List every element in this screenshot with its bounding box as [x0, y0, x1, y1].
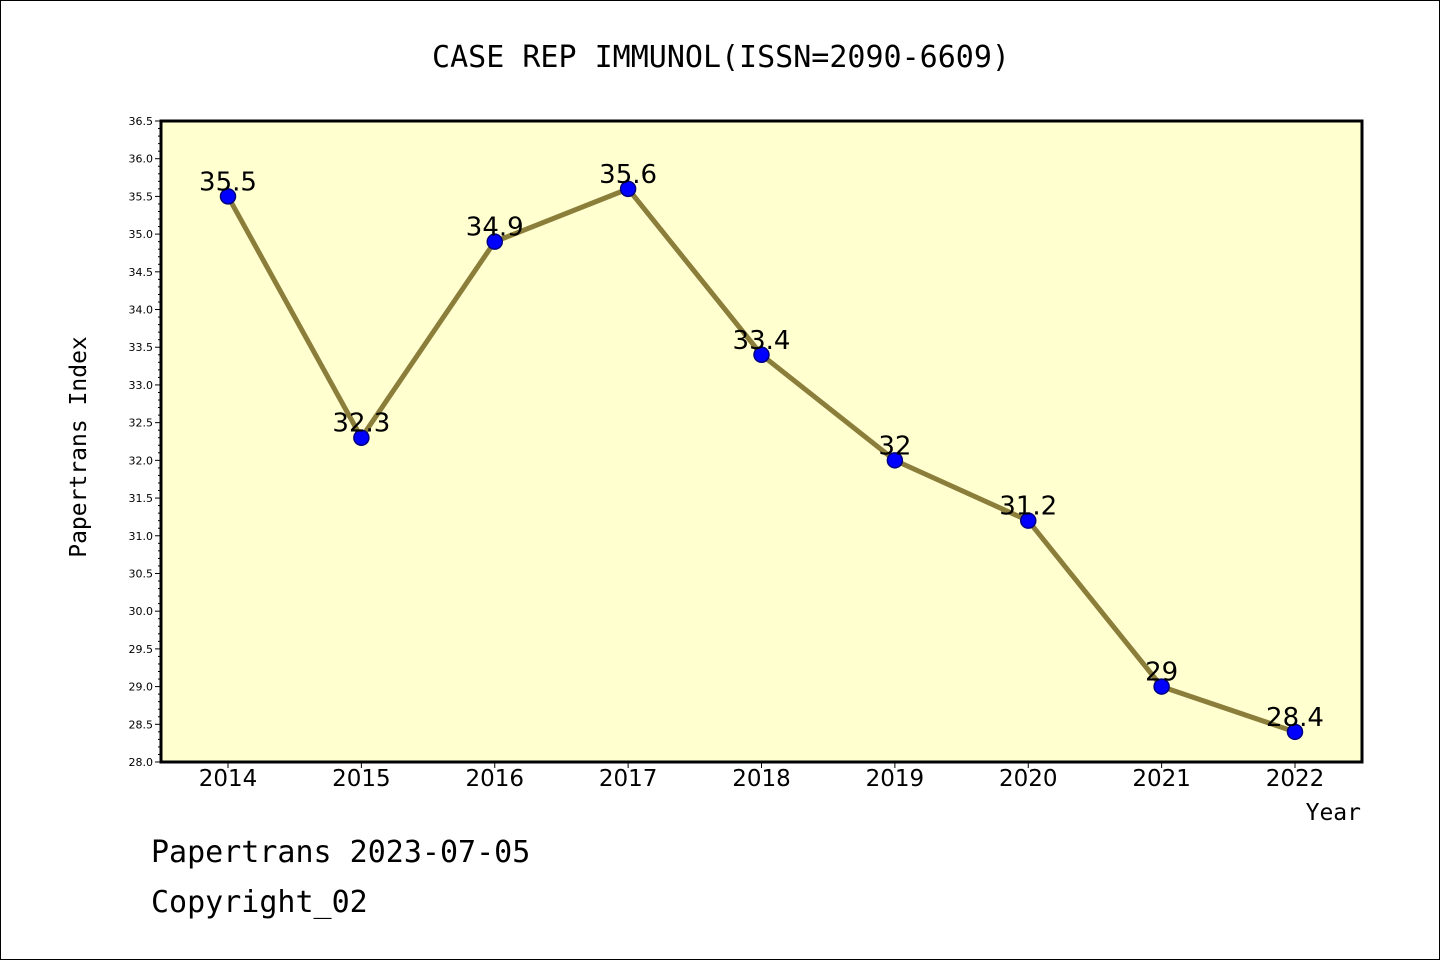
footer-date: Papertrans 2023-07-05 [151, 835, 531, 870]
x-tick-label: 2022 [1266, 766, 1325, 792]
x-tick-label: 2015 [332, 766, 391, 792]
footer-copyright: Copyright_02 [151, 885, 368, 920]
y-axis-label: Papertrans Index [66, 336, 92, 558]
data-label: 34.9 [466, 213, 524, 243]
y-tick-label: 34.5 [129, 266, 154, 279]
y-tick-label: 32.5 [129, 417, 154, 430]
y-tick-label: 32.0 [129, 454, 154, 467]
data-point [486, 233, 503, 250]
data-label: 35.6 [599, 160, 657, 190]
x-tick-label: 2018 [732, 766, 791, 792]
x-tick-label: 2016 [465, 766, 524, 792]
x-tick-label: 2019 [866, 766, 925, 792]
y-tick-label: 36.5 [129, 115, 154, 128]
y-tick-label: 30.5 [129, 567, 154, 580]
x-tick-label: 2017 [599, 766, 658, 792]
data-point [1020, 512, 1037, 529]
x-axis: 2014 2015 2016 2017 2018 2019 2020 2021 2022 [199, 762, 1325, 792]
x-tick-label: 2020 [999, 766, 1058, 792]
data-label: 31.2 [999, 492, 1057, 522]
y-tick-label: 28.5 [129, 718, 154, 731]
data-label: 32.3 [332, 409, 390, 439]
y-axis: 28.0 28.5 29.0 29.5 30.0 30.5 31.0 31.5 32.0 32.5… [129, 115, 161, 769]
y-tick-label: 35.0 [129, 228, 154, 241]
x-axis-label: Year [1306, 800, 1361, 826]
x-tick-label: 2014 [199, 766, 258, 792]
data-label: 32 [878, 431, 911, 461]
data-point [1286, 723, 1304, 741]
series-group: 35.5 32.3 34.9 35.6 33.4 32 31.2 29 28.4 [199, 160, 1324, 741]
data-point [753, 346, 770, 364]
y-tick-label: 29.0 [129, 681, 154, 694]
y-tick-label: 36.0 [129, 153, 154, 166]
plot-frame [159, 119, 1364, 764]
y-tick-label: 33.5 [129, 341, 154, 354]
y-tick-label: 30.0 [129, 605, 154, 618]
chart-title: CASE REP IMMUNOL(ISSN=2090-6609) [432, 40, 1010, 75]
data-label: 33.4 [733, 326, 791, 356]
y-tick-label: 29.5 [129, 643, 154, 656]
data-point [1153, 678, 1170, 695]
data-label: 29 [1145, 658, 1178, 688]
data-point [619, 180, 637, 198]
y-tick-label: 33.0 [129, 379, 154, 392]
y-tick-label: 35.5 [129, 190, 154, 203]
y-tick-label: 34.0 [129, 304, 154, 317]
data-label: 35.5 [199, 167, 257, 197]
data-point [353, 429, 370, 446]
y-tick-label: 28.0 [129, 756, 154, 769]
y-tick-label: 31.5 [129, 492, 154, 505]
y-tick-label: 31.0 [129, 530, 154, 543]
data-point [219, 188, 237, 205]
data-label: 28.4 [1266, 703, 1324, 733]
data-point [886, 452, 904, 469]
x-tick-label: 2021 [1132, 766, 1191, 792]
plot-area [161, 121, 1362, 762]
